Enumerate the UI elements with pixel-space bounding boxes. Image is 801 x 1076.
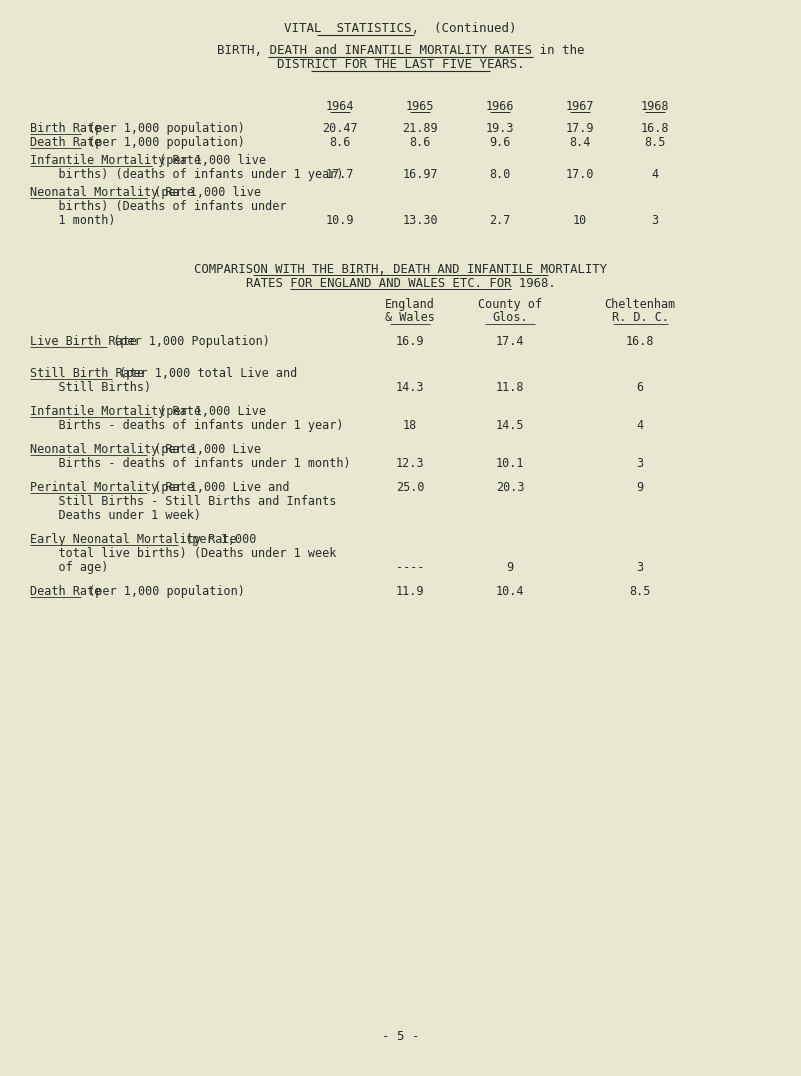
Text: Cheltenham: Cheltenham xyxy=(605,298,675,311)
Text: 1967: 1967 xyxy=(566,100,594,113)
Text: 10.4: 10.4 xyxy=(496,585,524,598)
Text: 8.5: 8.5 xyxy=(644,136,666,148)
Text: Neonatal Mortality Rate: Neonatal Mortality Rate xyxy=(30,443,194,456)
Text: DISTRICT FOR THE LAST FIVE YEARS.: DISTRICT FOR THE LAST FIVE YEARS. xyxy=(277,58,524,71)
Text: 4: 4 xyxy=(637,419,643,431)
Text: & Wales: & Wales xyxy=(385,311,435,324)
Text: (per 1,000 Population): (per 1,000 Population) xyxy=(107,335,271,348)
Text: 17.9: 17.9 xyxy=(566,122,594,134)
Text: 11.8: 11.8 xyxy=(496,381,524,394)
Text: 13.30: 13.30 xyxy=(402,214,438,227)
Text: Still Birth Rate: Still Birth Rate xyxy=(30,367,144,380)
Text: of age): of age) xyxy=(30,561,108,574)
Text: births) (deaths of infants under 1 year): births) (deaths of infants under 1 year) xyxy=(30,168,344,181)
Text: 17.4: 17.4 xyxy=(496,335,524,348)
Text: 21.89: 21.89 xyxy=(402,122,438,134)
Text: VITAL  STATISTICS,  (Continued): VITAL STATISTICS, (Continued) xyxy=(284,22,517,36)
Text: Death Rate: Death Rate xyxy=(30,585,101,598)
Text: (per 1,000 population): (per 1,000 population) xyxy=(81,585,245,598)
Text: 10.1: 10.1 xyxy=(496,457,524,470)
Text: 1968: 1968 xyxy=(641,100,670,113)
Text: 4: 4 xyxy=(651,168,658,181)
Text: (per 1,000 Live: (per 1,000 Live xyxy=(152,405,267,417)
Text: 9.6: 9.6 xyxy=(489,136,511,148)
Text: England: England xyxy=(385,298,435,311)
Text: 1966: 1966 xyxy=(485,100,514,113)
Text: BIRTH, DEATH and INFANTILE MORTALITY RATES in the: BIRTH, DEATH and INFANTILE MORTALITY RAT… xyxy=(217,44,584,57)
Text: Deaths under 1 week): Deaths under 1 week) xyxy=(30,509,201,522)
Text: Early Neonatal Mortality Rate: Early Neonatal Mortality Rate xyxy=(30,533,236,546)
Text: 8.4: 8.4 xyxy=(570,136,590,148)
Text: (per 1,000: (per 1,000 xyxy=(178,533,256,546)
Text: 8.6: 8.6 xyxy=(409,136,431,148)
Text: 20.47: 20.47 xyxy=(322,122,358,134)
Text: Death Rate: Death Rate xyxy=(30,136,101,148)
Text: 25.0: 25.0 xyxy=(396,481,425,494)
Text: 12.3: 12.3 xyxy=(396,457,425,470)
Text: Birth Rate: Birth Rate xyxy=(30,122,101,134)
Text: 6: 6 xyxy=(637,381,643,394)
Text: (per 1,000 Live: (per 1,000 Live xyxy=(147,443,261,456)
Text: 3: 3 xyxy=(651,214,658,227)
Text: ----: ---- xyxy=(396,561,425,574)
Text: (per 1,000 Live and: (per 1,000 Live and xyxy=(147,481,290,494)
Text: 9: 9 xyxy=(506,561,513,574)
Text: 8.0: 8.0 xyxy=(489,168,511,181)
Text: Still Births - Still Births and Infants: Still Births - Still Births and Infants xyxy=(30,495,336,508)
Text: Infantile Mortality Rate: Infantile Mortality Rate xyxy=(30,154,201,167)
Text: 19.3: 19.3 xyxy=(485,122,514,134)
Text: 16.97: 16.97 xyxy=(402,168,438,181)
Text: RATES FOR ENGLAND AND WALES ETC. FOR 1968.: RATES FOR ENGLAND AND WALES ETC. FOR 196… xyxy=(246,277,555,291)
Text: Neonatal Mortality Rate: Neonatal Mortality Rate xyxy=(30,186,194,199)
Text: 8.6: 8.6 xyxy=(329,136,351,148)
Text: Births - deaths of infants under 1 month): Births - deaths of infants under 1 month… xyxy=(30,457,351,470)
Text: 14.5: 14.5 xyxy=(496,419,524,431)
Text: 11.9: 11.9 xyxy=(396,585,425,598)
Text: 8.5: 8.5 xyxy=(630,585,650,598)
Text: 3: 3 xyxy=(637,457,643,470)
Text: R. D. C.: R. D. C. xyxy=(611,311,669,324)
Text: 14.3: 14.3 xyxy=(396,381,425,394)
Text: 20.3: 20.3 xyxy=(496,481,524,494)
Text: (per 1,000 population): (per 1,000 population) xyxy=(81,136,245,148)
Text: 10.9: 10.9 xyxy=(326,214,354,227)
Text: 10: 10 xyxy=(573,214,587,227)
Text: Still Births): Still Births) xyxy=(30,381,151,394)
Text: total live births) (Deaths under 1 week: total live births) (Deaths under 1 week xyxy=(30,547,336,560)
Text: (per 1,000 live: (per 1,000 live xyxy=(152,154,267,167)
Text: 9: 9 xyxy=(637,481,643,494)
Text: (per 1,000 live: (per 1,000 live xyxy=(147,186,261,199)
Text: 16.9: 16.9 xyxy=(396,335,425,348)
Text: Perintal Mortality Rate: Perintal Mortality Rate xyxy=(30,481,194,494)
Text: - 5 -: - 5 - xyxy=(382,1030,419,1043)
Text: births) (Deaths of infants under: births) (Deaths of infants under xyxy=(30,200,287,213)
Text: 1964: 1964 xyxy=(326,100,354,113)
Text: 16.8: 16.8 xyxy=(641,122,670,134)
Text: 17.7: 17.7 xyxy=(326,168,354,181)
Text: 17.0: 17.0 xyxy=(566,168,594,181)
Text: 16.8: 16.8 xyxy=(626,335,654,348)
Text: 3: 3 xyxy=(637,561,643,574)
Text: 1 month): 1 month) xyxy=(30,214,115,227)
Text: 18: 18 xyxy=(403,419,417,431)
Text: 1965: 1965 xyxy=(406,100,434,113)
Text: County of: County of xyxy=(478,298,542,311)
Text: (per 1,000 population): (per 1,000 population) xyxy=(81,122,245,134)
Text: (per 1,000 total Live and: (per 1,000 total Live and xyxy=(111,367,297,380)
Text: Live Birth Rate: Live Birth Rate xyxy=(30,335,137,348)
Text: Glos.: Glos. xyxy=(492,311,528,324)
Text: Births - deaths of infants under 1 year): Births - deaths of infants under 1 year) xyxy=(30,419,344,431)
Text: COMPARISON WITH THE BIRTH, DEATH AND INFANTILE MORTALITY: COMPARISON WITH THE BIRTH, DEATH AND INF… xyxy=(194,263,607,277)
Text: Infantile Mortality Rate: Infantile Mortality Rate xyxy=(30,405,201,417)
Text: 2.7: 2.7 xyxy=(489,214,511,227)
